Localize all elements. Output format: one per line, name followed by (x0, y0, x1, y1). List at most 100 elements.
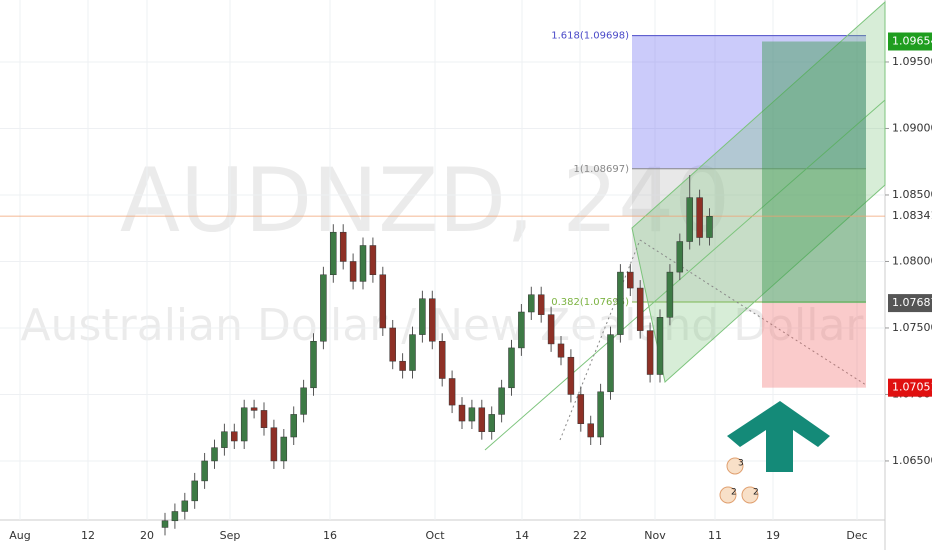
x-tick-label: Dec (846, 529, 867, 542)
candle-body (656, 317, 664, 375)
candle-body (597, 391, 604, 438)
candle-body (201, 460, 208, 482)
x-tick-label: 12 (81, 529, 95, 542)
candle-body (646, 330, 654, 375)
trend-channel (631, 0, 886, 383)
candle-body (231, 431, 238, 442)
price-badge-label: 1.07687 (892, 296, 932, 309)
candle-body (528, 294, 535, 313)
candle-body (359, 245, 367, 282)
candle-body (290, 414, 297, 438)
candle-body (666, 271, 674, 318)
candle-body (518, 311, 525, 349)
candle-body (478, 407, 486, 432)
candle-body (369, 245, 377, 276)
x-tick-label: 14 (515, 529, 529, 542)
candle-body (567, 356, 575, 395)
candle-body (161, 520, 169, 528)
candle-body (458, 404, 466, 422)
candle-body (706, 215, 713, 238)
x-tick-label: Oct (425, 529, 445, 542)
fib-label: 0.382(1.07695) (551, 297, 629, 308)
fib-label: 1(1.08697) (573, 164, 629, 175)
price-badge-label: 1.09654 (892, 34, 932, 47)
y-tick-label: 1.09000 (892, 121, 932, 134)
up-arrow (727, 401, 830, 472)
candle-body (537, 294, 545, 315)
candle-body (429, 298, 436, 342)
x-tick-label: Aug (9, 529, 30, 542)
y-tick-label: 1.08500 (892, 188, 932, 201)
watermark-title: AUDNZD, 240 (120, 149, 730, 252)
candle-body (627, 271, 634, 289)
candle-body (389, 327, 396, 362)
candle-body (468, 407, 476, 422)
candle-body (696, 197, 703, 238)
y-tick-label: 1.08000 (892, 254, 932, 267)
x-tick-label: Nov (644, 529, 666, 542)
candle-body (399, 360, 406, 371)
y-tick-label: 1.07500 (892, 321, 932, 334)
candle-body (617, 271, 624, 335)
profit-zone (762, 41, 866, 304)
fib-zone (632, 35, 866, 169)
x-tick-label: 11 (708, 529, 722, 542)
candle-body (330, 231, 337, 276)
candle-body (280, 436, 288, 462)
candle-body (587, 423, 594, 438)
candle-body (191, 480, 198, 502)
candle-body (310, 341, 317, 389)
candle-body (547, 314, 555, 345)
candle-body (181, 500, 189, 512)
x-tick-label: 19 (766, 529, 780, 542)
candle-body (300, 387, 307, 415)
event-badge (726, 457, 744, 475)
event-badge-label: 3 (738, 459, 744, 469)
x-tick-label: 22 (573, 529, 587, 542)
y-tick-label: 1.09500 (892, 55, 932, 68)
price-badge (888, 294, 932, 313)
fib-label: 1.618(1.09698) (551, 31, 629, 42)
candle-body (339, 231, 347, 262)
event-badge (719, 486, 737, 504)
candle-body (379, 274, 387, 329)
event-badge-label: 2 (753, 488, 759, 498)
candle-body (686, 197, 693, 242)
candle-body (676, 241, 684, 273)
price-badge-label: 1.07051 (892, 381, 932, 394)
price-badge (888, 207, 932, 226)
candle-body (488, 414, 495, 432)
price-badge (888, 378, 932, 397)
candle-body (577, 394, 585, 424)
candle-body (438, 341, 446, 379)
candle-body (320, 274, 327, 342)
event-badge-label: 2 (731, 488, 737, 498)
x-tick-label: 16 (323, 529, 337, 542)
candle-body (419, 298, 426, 335)
candle-body (240, 407, 248, 442)
candle-body (221, 431, 228, 448)
loss-zone (762, 303, 866, 388)
candle-body (508, 347, 515, 389)
candle-body (211, 447, 218, 462)
price-badge (888, 32, 932, 51)
candle-body (636, 287, 644, 331)
candle-body (270, 427, 278, 462)
candle-body (498, 387, 505, 415)
channel-midline (484, 99, 886, 451)
candle-body (260, 410, 268, 428)
candle-body (409, 334, 416, 371)
candle-body (448, 378, 456, 406)
candle-body (607, 334, 614, 393)
dotted-line (559, 239, 641, 441)
event-badge (741, 486, 759, 504)
candle-body (557, 343, 565, 358)
candle-body (349, 261, 357, 282)
y-tick-label: 1.06500 (892, 454, 932, 467)
candle-body (250, 407, 258, 411)
x-tick-label: Sep (220, 529, 241, 542)
x-tick-label: 20 (140, 529, 154, 542)
candle-body (171, 511, 179, 522)
